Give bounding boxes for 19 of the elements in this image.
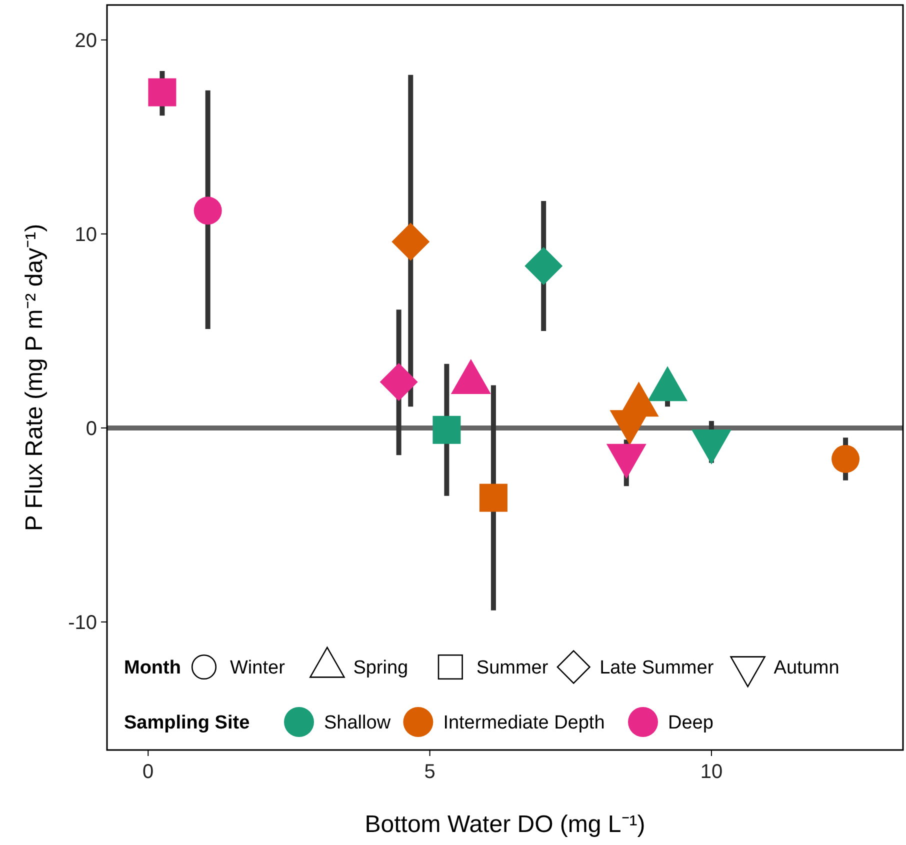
x-axis-title: Bottom Water DO (mg L⁻¹) [364,811,646,838]
annotation: Summer [476,658,549,679]
legend-title: Sampling Site [124,712,250,734]
legend-label: Deep [668,712,714,734]
annotation: Autumn [774,658,840,679]
annotation: Spring [353,658,408,679]
y-tick-label: -10 [68,612,97,634]
y-tick-label: 0 [86,418,97,440]
annotation: Winter [230,658,286,679]
annotation: Late Summer [600,658,714,679]
y-tick-label: 20 [74,30,97,52]
legend-label: Intermediate Depth [443,712,605,734]
y-tick-label: 10 [74,224,97,246]
y-axis-title: P Flux Rate (mg P m⁻² day⁻¹) [21,224,48,532]
x-tick-label: 0 [142,761,154,783]
annotation: Month [124,658,181,679]
x-tick-label: 10 [700,761,723,783]
legend-label: Shallow [324,712,391,734]
x-tick-label: 5 [424,761,436,783]
